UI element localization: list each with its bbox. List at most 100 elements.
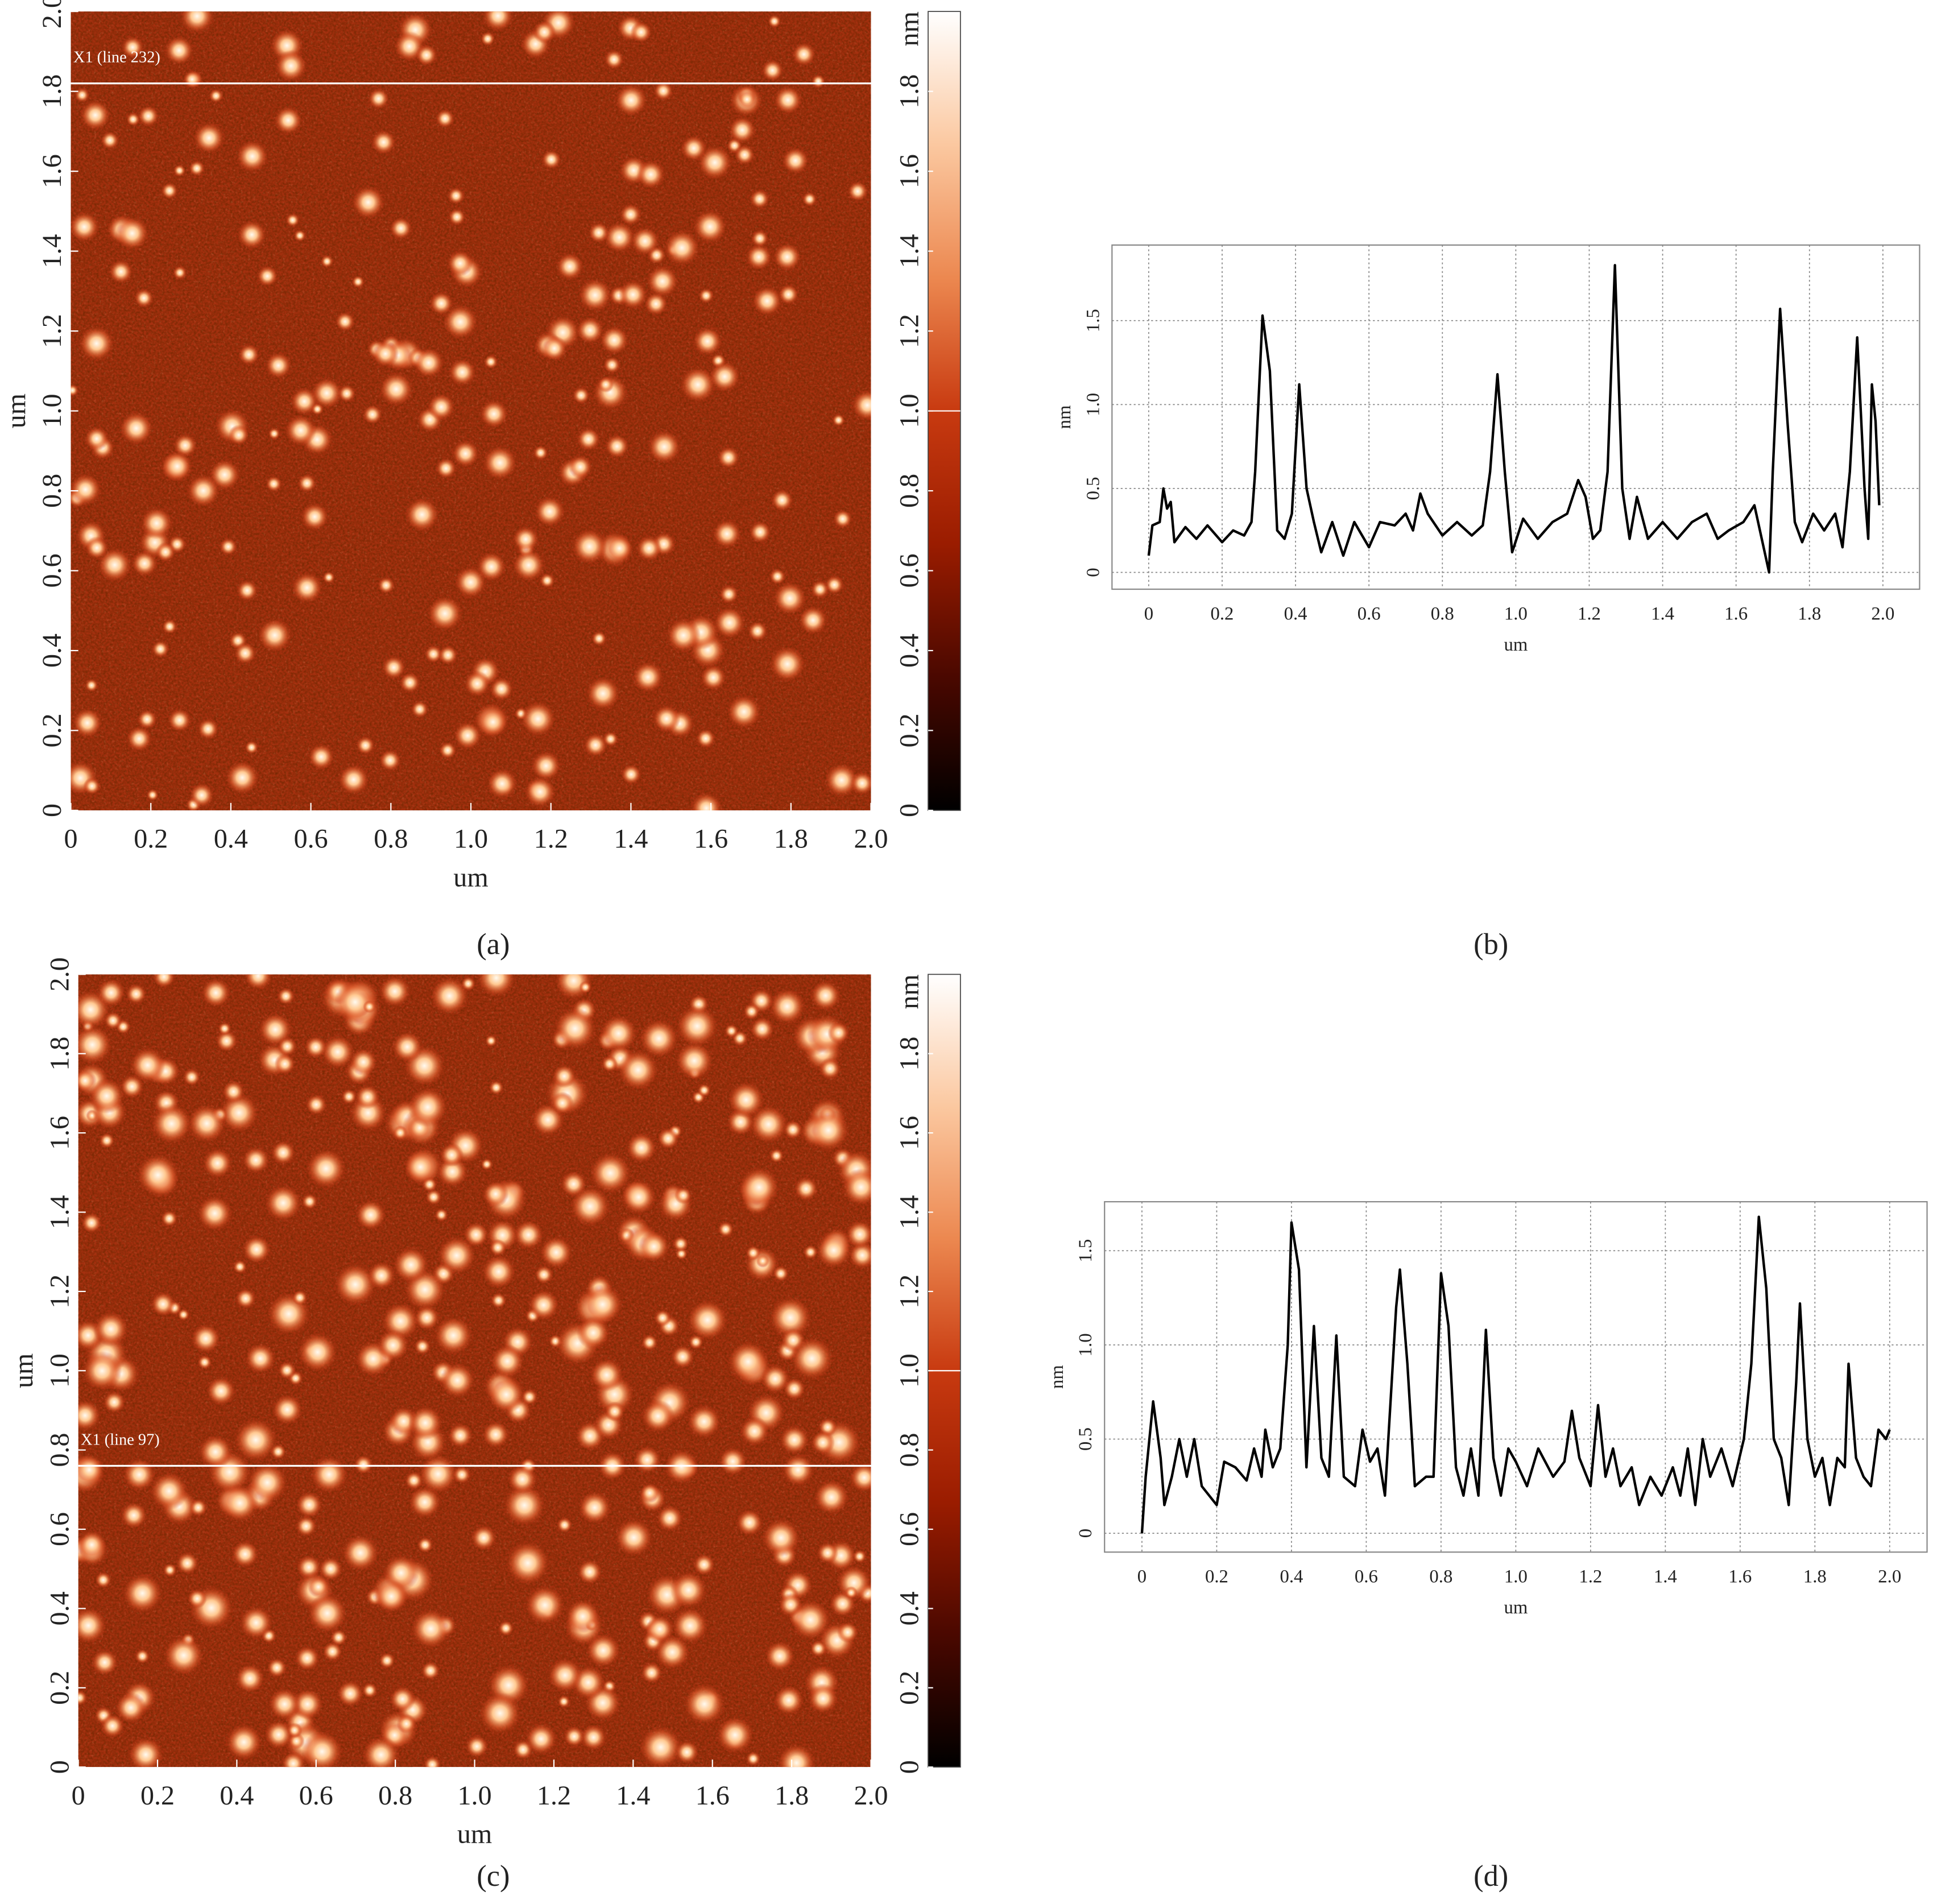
particle: [512, 526, 539, 552]
particle: [438, 645, 458, 665]
particle: [197, 1195, 233, 1231]
x-tick-label: 1.4: [614, 824, 648, 854]
y-tick-label: 0.5: [1075, 1427, 1096, 1451]
particle: [78, 1454, 105, 1485]
particle: [237, 220, 267, 250]
particle: [85, 678, 98, 692]
particle: [687, 1299, 728, 1340]
particle: [591, 631, 607, 646]
particle: [696, 729, 715, 748]
y-tick-label: 1.0: [1075, 1333, 1096, 1356]
particle: [600, 1015, 638, 1052]
particle: [778, 284, 799, 305]
particle: [121, 36, 144, 59]
particle: [568, 455, 593, 479]
particle: [295, 1516, 317, 1537]
colorbar-tick-label: 0: [895, 1760, 925, 1774]
particle: [234, 642, 256, 664]
particle: [89, 1078, 125, 1114]
particle: [235, 1663, 265, 1694]
particle: [372, 340, 399, 367]
particle: [119, 411, 153, 445]
particle: [769, 1148, 784, 1163]
particle: [355, 1085, 380, 1110]
particle: [464, 670, 490, 697]
particle: [564, 1726, 585, 1747]
particle: [615, 1518, 653, 1557]
particle: [130, 1047, 165, 1083]
particle: [222, 1080, 245, 1103]
y-tick-label: 0.8: [37, 474, 67, 508]
particle: [137, 709, 157, 729]
colorbar-tick-label: 0.2: [895, 713, 925, 747]
particle: [557, 1517, 573, 1533]
x-tick-label: 1.0: [1504, 1567, 1528, 1587]
particle: [99, 1132, 115, 1149]
particle: [275, 49, 307, 82]
particle: [725, 1024, 739, 1038]
particle: [334, 981, 376, 1024]
particle: [308, 1576, 329, 1598]
particle: [78, 325, 114, 361]
x-tick-label: 0: [72, 1781, 85, 1811]
particle: [817, 1542, 839, 1564]
x-tick-label: 1.2: [1578, 603, 1601, 624]
y-tick-label: 1.0: [37, 394, 67, 428]
particle: [351, 185, 385, 219]
x-tick-label: 1.2: [1579, 1567, 1602, 1587]
particle: [177, 1309, 190, 1321]
x-tick-label: 0.4: [1280, 1567, 1303, 1587]
colorbar-tick-label: 1.4: [895, 234, 925, 268]
particle: [266, 475, 282, 492]
particle: [810, 580, 829, 599]
x-tick-label: 2.0: [854, 1781, 888, 1811]
particle: [82, 1351, 122, 1391]
particle: [490, 1344, 524, 1379]
particle: [478, 707, 508, 737]
particle: [421, 1661, 440, 1681]
particle: [447, 187, 465, 205]
particle: [783, 1120, 802, 1140]
particle: [852, 1549, 867, 1563]
particle: [202, 1148, 233, 1178]
colorbar-tick-label: 0.2: [895, 1671, 925, 1705]
particle: [471, 1525, 496, 1551]
particle: [630, 21, 652, 43]
particle: [749, 521, 771, 543]
particle: [482, 445, 518, 480]
particle: [548, 1658, 582, 1693]
particle: [717, 446, 740, 469]
particle: [847, 181, 868, 202]
particle: [189, 1499, 208, 1517]
particle: [322, 571, 335, 583]
x-axis-label: um: [457, 1819, 492, 1849]
particle: [636, 160, 665, 189]
particle: [746, 243, 772, 270]
particle: [341, 1088, 357, 1104]
particle: [405, 497, 439, 532]
particle: [301, 503, 329, 531]
particle: [151, 1103, 192, 1144]
particle: [490, 1293, 507, 1309]
particle: [700, 665, 726, 690]
particle: [103, 1391, 126, 1414]
particle: [219, 537, 237, 556]
particle: [639, 1725, 682, 1768]
particle: [507, 1464, 537, 1495]
profile-line: [1140, 1215, 1891, 1534]
particle: [442, 304, 478, 340]
particle: [228, 424, 250, 445]
particle: [126, 983, 147, 1004]
y-axis-label: um: [9, 1354, 39, 1388]
y-tick-label: 0: [1083, 568, 1103, 577]
particle: [729, 116, 756, 144]
particle: [850, 771, 871, 795]
particle: [437, 1236, 476, 1275]
particle: [819, 1058, 841, 1080]
afm-image: [78, 974, 871, 1768]
particle: [816, 1232, 852, 1268]
x-tick-label: 1.8: [1798, 603, 1821, 624]
particle: [197, 1355, 212, 1369]
particle: [301, 1731, 343, 1768]
particle: [301, 1193, 318, 1210]
